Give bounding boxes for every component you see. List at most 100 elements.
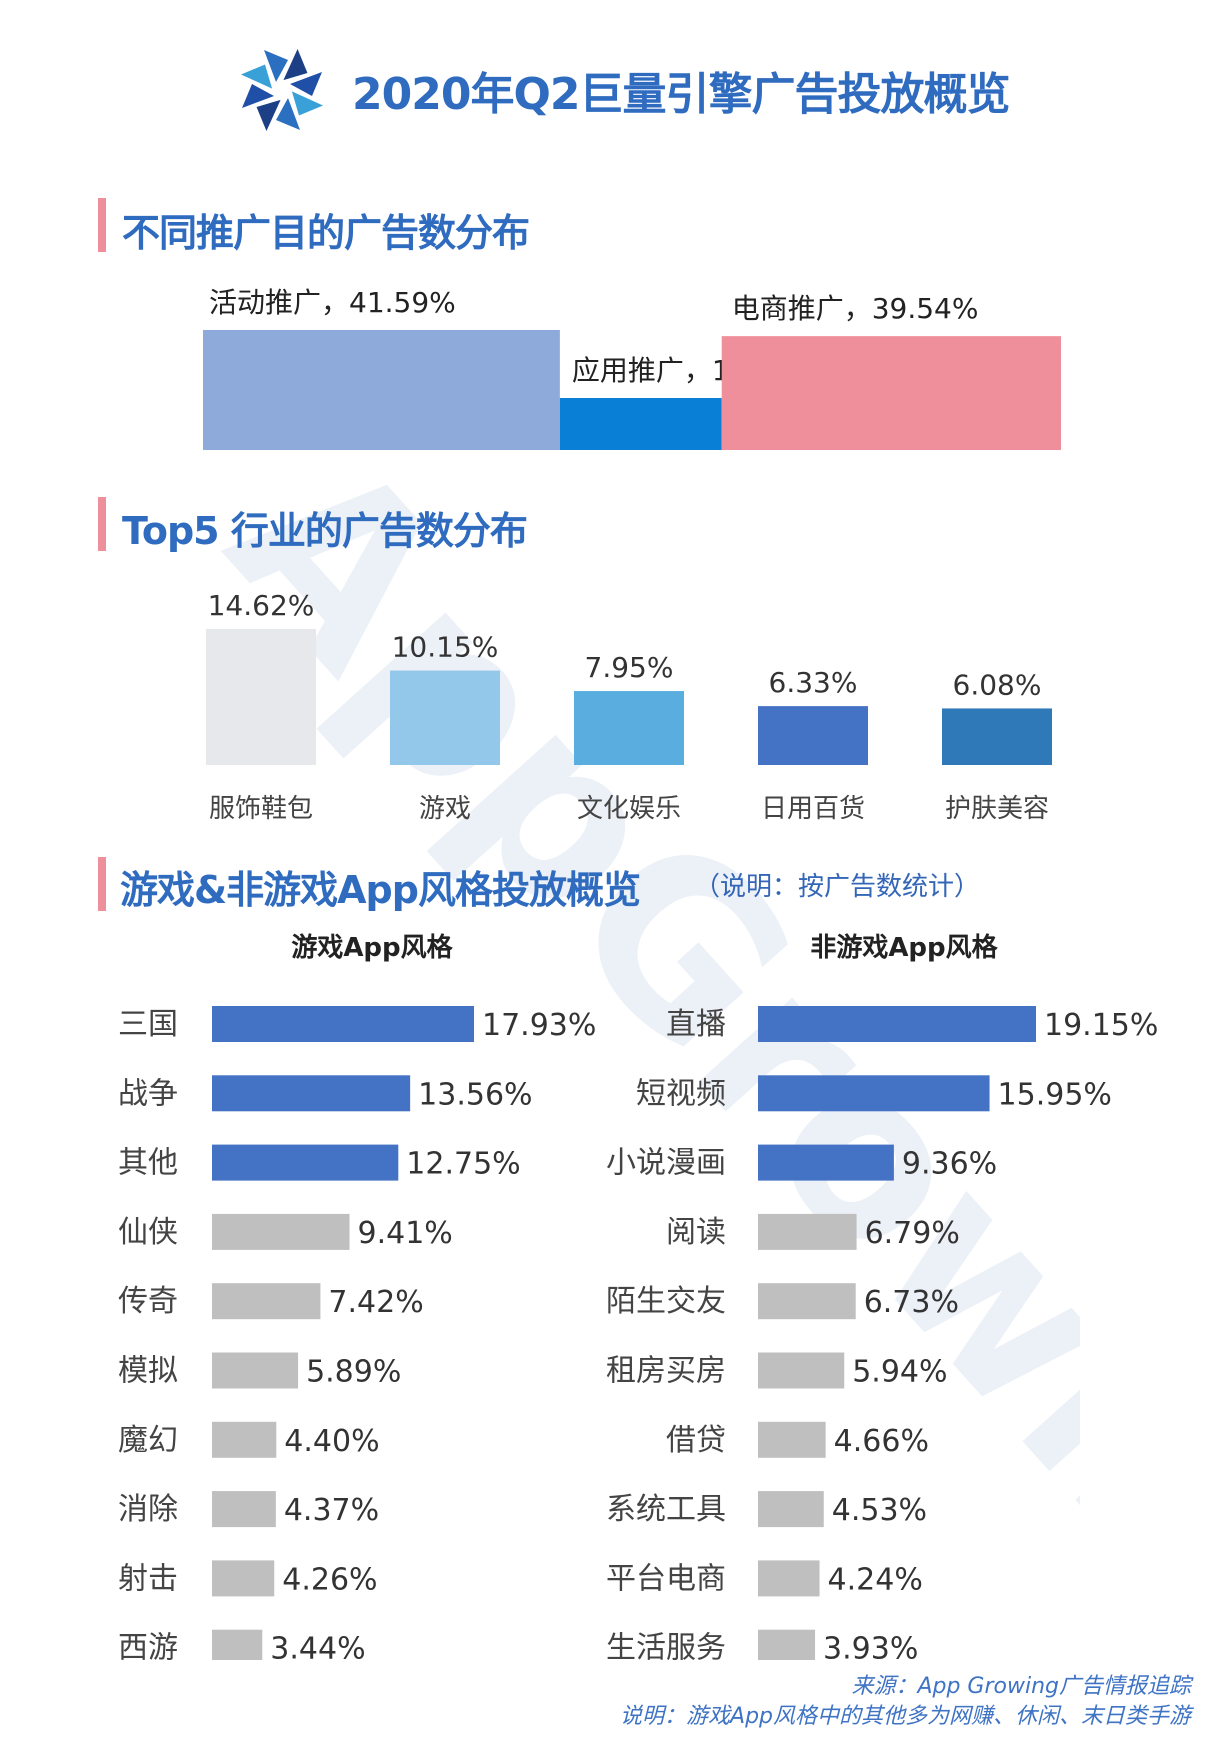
style-value-label: 4.53% [832, 1493, 927, 1528]
style-bar [212, 1144, 399, 1181]
footer-source: 来源：App Growing广告情报追踪 [851, 1674, 1191, 1699]
section-accent-bar [98, 497, 106, 551]
style-value-label: 17.93% [482, 1008, 596, 1043]
style-category-label: 消除 [118, 1492, 178, 1527]
style-category-label: 借贷 [666, 1423, 726, 1458]
style-category-label: 传奇 [118, 1284, 178, 1319]
style-value-label: 6.79% [865, 1216, 960, 1251]
style-value-label: 19.15% [1044, 1008, 1158, 1043]
style-bar [758, 1006, 1036, 1042]
style-bar [758, 1491, 824, 1528]
style-value-label: 4.24% [828, 1562, 923, 1597]
style-value-label: 4.40% [284, 1424, 379, 1459]
industry-bar [390, 670, 500, 765]
style-category-label: 其他 [118, 1146, 178, 1181]
purpose-bar [559, 398, 722, 450]
style-bar [212, 1075, 411, 1112]
style-category-label: 短视频 [636, 1076, 726, 1111]
style-bar [758, 1075, 990, 1112]
style-value-label: 5.94% [852, 1355, 947, 1390]
style-bar [212, 1560, 275, 1597]
logo-petal-icon [256, 99, 281, 132]
style-value-label: 7.42% [328, 1285, 423, 1320]
style-category-label: 西游 [118, 1631, 178, 1660]
style-value-label: 4.26% [282, 1562, 377, 1597]
purpose-bar-label: 活动推广，41.59% [209, 286, 456, 319]
industry-value-label: 6.33% [769, 666, 858, 699]
industry-bar [206, 629, 316, 765]
section-accent-bar [98, 857, 106, 911]
style-category-label: 射击 [118, 1561, 178, 1596]
industry-category-label: 文化娱乐 [577, 794, 681, 824]
industry-bar [758, 706, 868, 765]
style-value-label: 12.75% [406, 1147, 520, 1182]
logo-petal-icon [240, 64, 273, 89]
style-value-label: 4.37% [284, 1493, 379, 1528]
logo-petal-icon [291, 91, 324, 116]
purpose-bar [203, 330, 560, 450]
style-value-label: 5.89% [306, 1355, 401, 1390]
logo-petal-icon [264, 50, 288, 82]
style-bar [212, 1006, 474, 1042]
style-value-label: 9.36% [902, 1147, 997, 1182]
style-bar [758, 1560, 820, 1597]
page-title: 2020年Q2巨量引擎广告投放概览 [352, 69, 1010, 120]
style-category-label: 系统工具 [606, 1492, 726, 1527]
style-bar [212, 1629, 263, 1660]
industry-distribution-chart: 14.62% 服饰鞋包 10.15% 游戏 7.95% 文化娱乐 6.33% 日用百货 6.08… [206, 589, 1052, 824]
industry-category-label: 游戏 [419, 794, 471, 824]
industry-bar [942, 708, 1052, 765]
section-title-style: 游戏&非游戏App风格投放概览 [120, 868, 641, 912]
style-bar [212, 1283, 321, 1320]
industry-value-label: 6.08% [953, 668, 1042, 701]
industry-value-label: 7.95% [585, 651, 674, 684]
industry-category-label: 日用百货 [761, 794, 865, 824]
section-accent-bar [98, 198, 106, 252]
style-bar [758, 1629, 816, 1660]
style-bar [758, 1144, 894, 1181]
style-value-label: 6.73% [864, 1285, 959, 1320]
app-growing-logo [240, 48, 324, 132]
style-category-label: 魔幻 [118, 1423, 178, 1458]
purpose-bar [721, 336, 1061, 450]
style-category-label: 三国 [118, 1007, 178, 1042]
style-category-label: 陌生交友 [606, 1284, 726, 1319]
style-chart-title: 游戏App风格 [291, 932, 453, 963]
style-value-label: 4.66% [834, 1424, 929, 1459]
style-bar [212, 1213, 350, 1250]
logo-petal-icon [276, 98, 300, 130]
logo-petal-icon [290, 72, 322, 96]
style-chart-title: 非游戏App风格 [810, 932, 998, 963]
style-value-label: 15.95% [998, 1077, 1112, 1112]
industry-bar [574, 691, 684, 765]
style-value-label: 3.44% [270, 1632, 365, 1660]
style-bar [212, 1421, 277, 1458]
style-bar [758, 1283, 856, 1320]
section-title-industry: Top5 行业的广告数分布 [122, 509, 528, 553]
style-category-label: 直播 [666, 1007, 726, 1042]
style-category-label: 模拟 [118, 1354, 178, 1389]
style-category-label: 仙侠 [118, 1215, 178, 1250]
industry-category-label: 护肤美容 [945, 794, 1049, 824]
industry-value-label: 14.62% [208, 589, 315, 622]
footer-note: 说明：游戏App风格中的其他多为网赚、休闲、末日类手游 [620, 1704, 1191, 1729]
section-title-purpose: 不同推广目的广告数分布 [122, 211, 530, 255]
style-category-label: 阅读 [666, 1215, 726, 1250]
style-value-label: 9.41% [358, 1216, 453, 1251]
style-category-label: 生活服务 [606, 1631, 726, 1660]
style-category-label: 租房买房 [606, 1354, 726, 1389]
style-bar [758, 1213, 857, 1250]
style-category-label: 战争 [118, 1076, 178, 1111]
logo-petal-icon [283, 48, 308, 81]
style-category-label: 平台电商 [606, 1561, 726, 1596]
style-bar [758, 1352, 845, 1389]
purpose-bar-label: 电商推广，39.54% [732, 292, 979, 325]
style-bar [758, 1421, 826, 1458]
logo-petal-icon [242, 84, 274, 108]
purpose-distribution-chart: 活动推广，41.59%应用推广，18.86%电商推广，39.54% [203, 286, 1061, 450]
style-category-label: 小说漫画 [606, 1146, 726, 1181]
style-bar [212, 1352, 299, 1389]
